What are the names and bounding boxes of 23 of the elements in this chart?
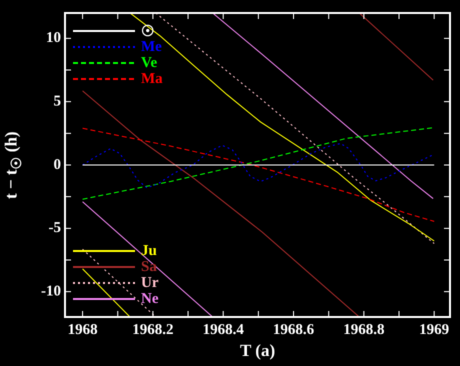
legend-label: Ur — [141, 274, 158, 292]
x-tick-label: 1968.6 — [272, 322, 315, 338]
x-tick-label: 1968.4 — [202, 322, 244, 338]
x-tick-label: 1969 — [419, 322, 450, 338]
x-tick-label: 1968.8 — [343, 322, 384, 338]
line-series — [82, 128, 435, 222]
y-tick-label: -10 — [41, 284, 61, 300]
legend-label: Ma — [141, 70, 163, 88]
legend-label: Ne — [141, 290, 158, 308]
x-axis-title: T (a) — [240, 341, 276, 361]
x-tick-label: 1968.2 — [132, 322, 174, 338]
legend-label: Ve — [141, 54, 158, 72]
legend-label: Me — [141, 38, 162, 56]
line-series — [82, 142, 435, 188]
y-tick-label: 10 — [46, 30, 61, 46]
legend-label: ☉ — [141, 22, 154, 40]
y-tick-label: 5 — [54, 94, 61, 110]
legend-label: Sa — [141, 258, 157, 276]
y-tick-label: -5 — [48, 220, 61, 236]
x-tick-label: 1968 — [68, 322, 98, 338]
line-series — [82, 127, 435, 200]
y-tick-label: 0 — [54, 156, 61, 173]
legend-label: Ju — [141, 242, 157, 260]
